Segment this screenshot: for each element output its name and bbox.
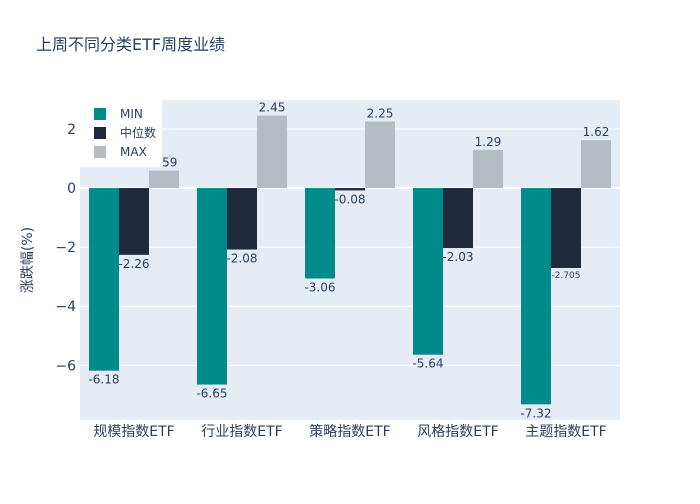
bar-MAX-0: [149, 170, 179, 189]
bar-MAX-3: [473, 149, 503, 189]
bar-MIN-0: [89, 188, 119, 371]
data-label: -3.06: [304, 280, 335, 294]
legend-label: MAX: [120, 145, 147, 159]
legend-background: [80, 100, 162, 167]
y-tick-label: 2: [67, 122, 76, 138]
data-label: -2.705: [551, 271, 580, 281]
bar-MIN-2: [305, 188, 335, 279]
data-label: -2.08: [226, 252, 257, 266]
data-label: 1.62: [583, 125, 610, 139]
x-tick-label: 行业指数ETF: [201, 424, 282, 440]
bars: [89, 115, 611, 405]
bar-中位数-1: [227, 188, 257, 250]
bar-MIN-1: [197, 188, 227, 385]
bar-MAX-2: [365, 121, 395, 189]
legend-label: 中位数: [120, 125, 156, 140]
y-axis-ticks: 2 0 −2 −4 −6: [55, 122, 76, 374]
legend-swatch-MIN: [94, 108, 106, 120]
y-tick-label: −2: [55, 240, 76, 256]
y-tick-label: 0: [67, 181, 76, 197]
bar-MAX-4: [581, 140, 611, 189]
y-axis-label: 涨跌幅(%): [20, 227, 36, 293]
bar-中位数-3: [443, 188, 473, 249]
data-label: -0.08: [334, 192, 365, 206]
data-label: -5.64: [412, 357, 443, 371]
data-label: -2.26: [118, 257, 149, 271]
x-axis-ticks: 规模指数ETF 行业指数ETF 策略指数ETF 风格指数ETF 主题指数ETF: [93, 423, 606, 440]
data-label: 2.25: [367, 107, 394, 121]
data-label: -6.65: [196, 387, 227, 401]
bar-MAX-1: [257, 115, 287, 189]
bar-中位数-2: [335, 188, 365, 191]
y-tick-label: −4: [55, 299, 76, 315]
data-label: -6.18: [88, 373, 119, 387]
x-tick-label: 风格指数ETF: [417, 424, 498, 440]
y-tick-label: −6: [55, 358, 76, 374]
data-label: 1.29: [475, 135, 502, 149]
legend-swatch-中位数: [94, 127, 106, 139]
bar-中位数-4: [551, 188, 581, 268]
x-tick-label: 策略指数ETF: [309, 423, 390, 440]
legend[interactable]: MIN 中位数 MAX: [80, 100, 162, 167]
legend-label: MIN: [120, 107, 143, 121]
data-label: -7.32: [520, 406, 551, 420]
bar-labels: -6.18-2.260.59-6.65-2.082.45-3.06-0.082.…: [88, 101, 609, 421]
bar-中位数-0: [119, 188, 149, 255]
legend-swatch-MAX: [94, 146, 106, 158]
x-tick-label: 规模指数ETF: [93, 424, 174, 440]
chart-title: 上周不同分类ETF周度业绩: [36, 35, 225, 54]
x-tick-label: 主题指数ETF: [525, 424, 606, 440]
bar-MIN-4: [521, 188, 551, 405]
data-label: 2.45: [259, 101, 286, 115]
data-label: -2.03: [442, 250, 473, 264]
bar-MIN-3: [413, 188, 443, 355]
